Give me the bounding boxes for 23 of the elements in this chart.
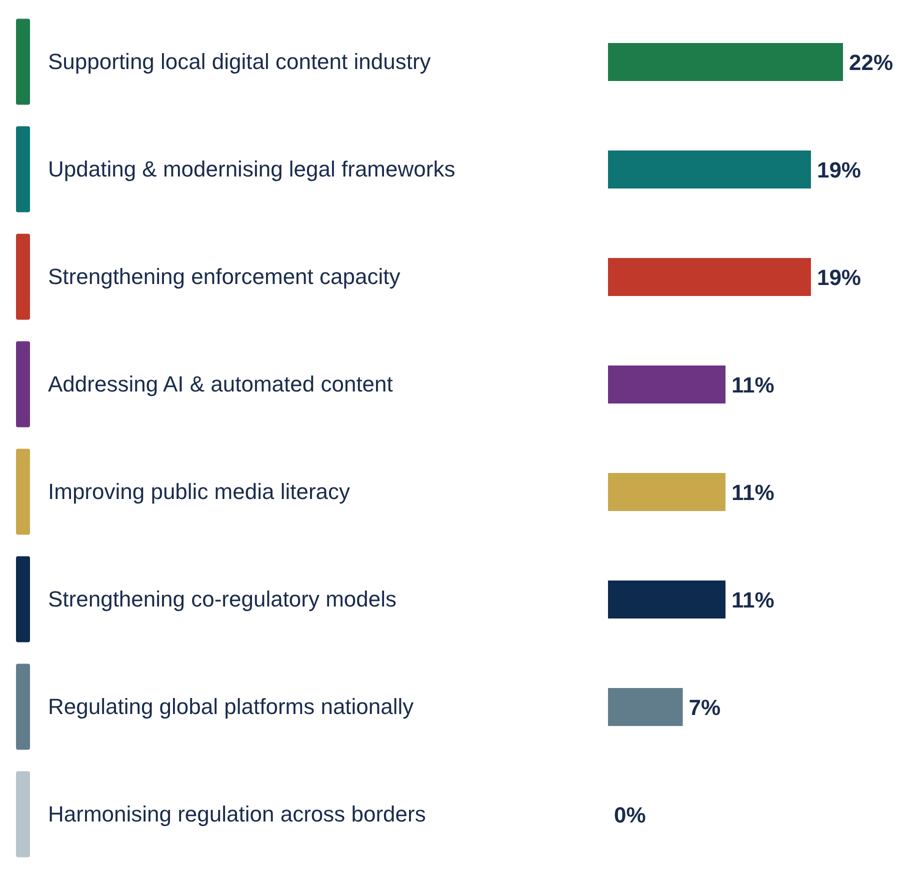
bar — [608, 258, 811, 296]
data-label: 11% — [732, 480, 774, 505]
y-tick-label: Strengthening co-regulatory models — [48, 586, 397, 612]
y-tick-label: Strengthening enforcement capacity — [48, 264, 400, 289]
y-tick-label: Harmonising regulation across borders — [48, 801, 426, 826]
bar — [608, 688, 683, 726]
data-label: 11% — [732, 372, 774, 398]
y-tick-label: Updating & modernising legal frameworks — [48, 156, 456, 182]
y-tick-label: Improving public media literacy — [48, 478, 350, 504]
data-label: 11% — [732, 587, 774, 612]
data-label: 19% — [816, 157, 861, 182]
bar — [608, 580, 726, 618]
data-label: 0% — [614, 802, 646, 828]
data-label: 19% — [816, 264, 861, 290]
bar — [608, 43, 843, 81]
y-tick-label: Regulating global platforms nationally — [48, 694, 414, 719]
bar — [608, 366, 726, 404]
data-label: 22% — [849, 50, 894, 75]
bar — [608, 473, 726, 511]
bar — [608, 150, 811, 188]
y-tick-label: Addressing AI & automated content — [48, 371, 393, 396]
data-label: 7% — [688, 694, 721, 720]
y-tick-label: Supporting local digital content industry — [48, 48, 431, 74]
